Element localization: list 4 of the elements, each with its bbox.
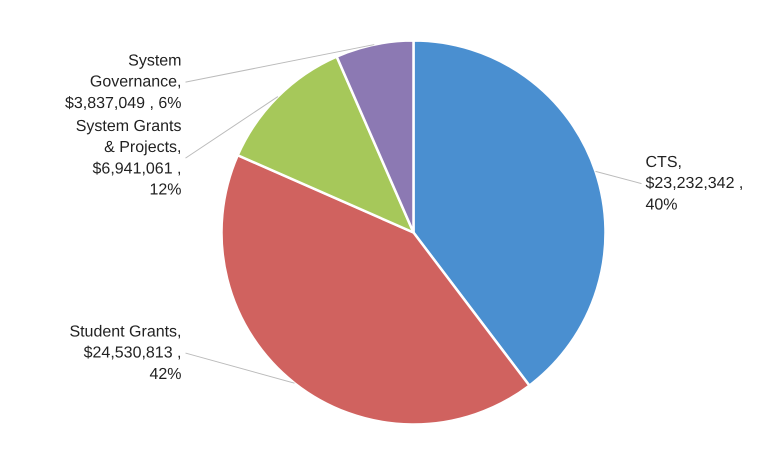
slice-label: System Governance, $3,837,049 , 6% xyxy=(64,52,182,112)
slice-label: Student Grants, $24,530,813 , 42% xyxy=(69,323,182,383)
slice-label: CTS, $23,232,342 , 40% xyxy=(646,154,744,214)
slice-label: System Grants & Projects, $6,941,061 , 12% xyxy=(76,118,182,199)
